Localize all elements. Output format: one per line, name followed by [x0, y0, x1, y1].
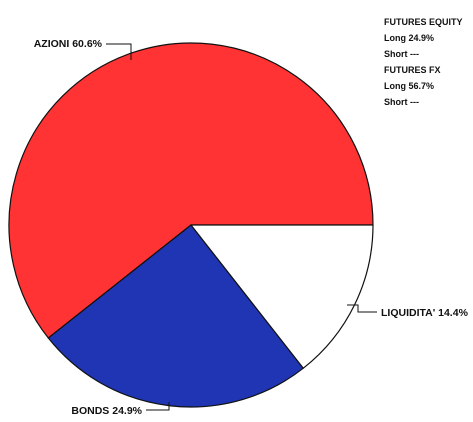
futures-fx-long: Long 56.7% [384, 81, 435, 91]
label-liquidita: LIQUIDITA' 14.4% [381, 307, 469, 319]
futures-fx-title: FUTURES FX [384, 65, 441, 75]
slice-bonds [47, 224, 304, 408]
futures-equity-short: Short --- [384, 49, 419, 59]
futures-fx-short: Short --- [384, 97, 419, 107]
leader-azioni [106, 43, 132, 60]
futures-equity-title: FUTURES EQUITY [384, 17, 463, 27]
label-azioni: AZIONI 60.6% [34, 38, 103, 50]
label-bonds: BONDS 24.9% [71, 405, 142, 417]
leader-liquidita [347, 304, 377, 313]
leader-bonds [146, 402, 170, 411]
futures-equity-long: Long 24.9% [384, 33, 435, 43]
futures-panel: FUTURES EQUITY Long 24.9% Short --- FUTU… [384, 14, 473, 110]
